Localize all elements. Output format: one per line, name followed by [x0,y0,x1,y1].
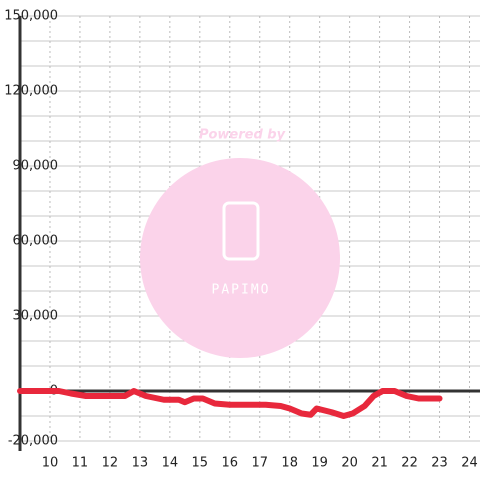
x-tick-label: 10 [42,456,59,471]
x-tick-label: 12 [102,456,119,471]
y-tick-label: 150,000 [4,9,58,24]
x-tick-label: 24 [461,456,478,471]
x-tick-label: 20 [341,456,358,471]
plot: -20,000030,00060,00090,000120,000150,000… [4,9,480,471]
watermark-phone [222,201,260,261]
y-tick-label: -20,000 [8,434,58,449]
watermark-brand: PAPIMO [212,283,271,298]
x-tick-label: 16 [221,456,238,471]
data-line [17,388,443,419]
y-tick-label: 90,000 [13,159,59,174]
x-tick-label: 19 [311,456,328,471]
x-tick-label: 23 [431,456,448,471]
watermark-text: Powered by [199,128,286,143]
x-tick-label: 21 [371,456,388,471]
y-tick-label: 30,000 [13,309,59,324]
y-tick-label: 60,000 [13,234,59,249]
x-tick-label: 11 [72,456,89,471]
y-tick-label: 120,000 [4,84,58,99]
x-tick-label: 22 [401,456,418,471]
x-tick-label: 17 [251,456,268,471]
x-tick-label: 18 [281,456,298,471]
x-tick-label: 13 [132,456,149,471]
x-tick-label: 15 [192,456,209,471]
x-tick-label: 14 [162,456,179,471]
